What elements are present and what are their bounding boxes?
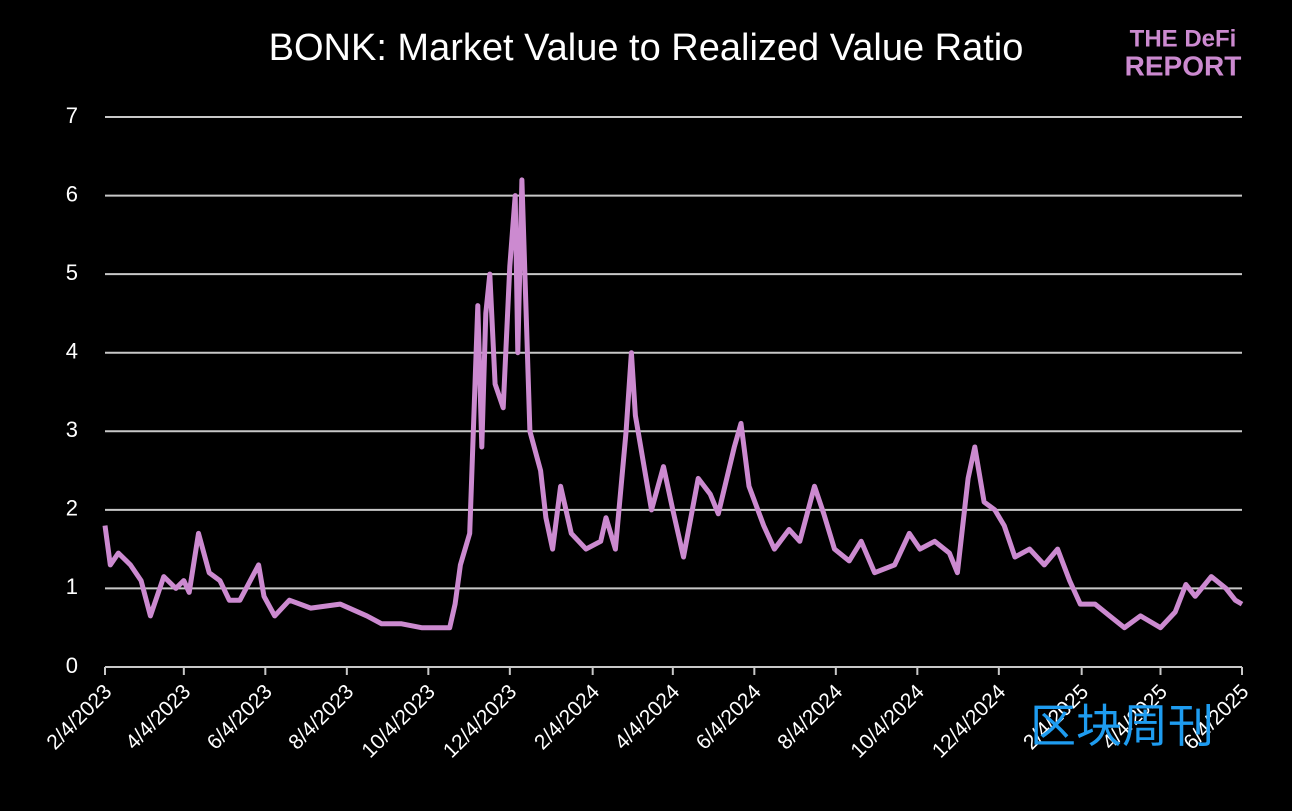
y-tick-label: 0 (66, 653, 78, 678)
y-tick-label: 4 (66, 339, 78, 364)
y-tick-label: 7 (66, 103, 78, 128)
y-tick-label: 6 (66, 181, 78, 206)
y-tick-label: 3 (66, 417, 78, 442)
line-series (102, 177, 1244, 631)
y-tick-label: 5 (66, 260, 78, 285)
chart-title: BONK: Market Value to Realized Value Rat… (269, 27, 1024, 69)
y-tick-label: 2 (66, 496, 78, 521)
y-tick-label: 1 (66, 574, 78, 599)
logo-bottom: REPORT (1125, 50, 1242, 81)
watermark: 区块周刊 (1030, 700, 1214, 752)
logo-top: THE DeFi (1130, 25, 1237, 52)
